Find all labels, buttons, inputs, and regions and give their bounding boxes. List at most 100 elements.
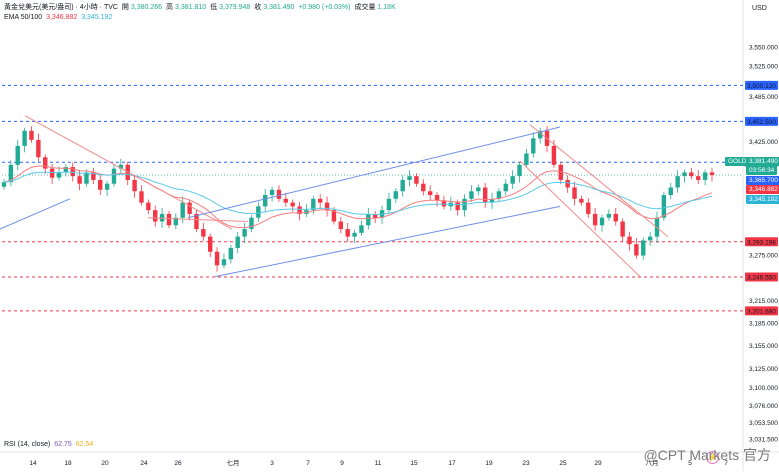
candle-body (641, 240, 646, 256)
x-tick-label: 15 (410, 460, 418, 467)
price-level-label: 3,201.680 (747, 308, 776, 315)
volume-label: 成交量 (354, 4, 376, 11)
rsi-legend[interactable]: RSI (14, close) 62.75 62.54 (4, 440, 95, 449)
candle-body (249, 217, 254, 230)
countdown-tag: 03:56:34 (746, 166, 778, 175)
candle-body (661, 195, 667, 218)
watermark: @CPT Markets 官方 (643, 447, 771, 463)
candle-body (263, 195, 268, 207)
x-tick-label: 18 (64, 460, 72, 467)
rsi-value-2: 62.54 (75, 441, 94, 448)
candle-body (180, 202, 185, 218)
candle-body (503, 183, 508, 192)
candle-body (565, 179, 570, 188)
ema100-line (3, 171, 713, 216)
ema-label: EMA 50/100 (4, 14, 43, 21)
candle-body (111, 168, 117, 184)
y-tick-label: 3,076.000 (749, 403, 778, 410)
candle-body (269, 189, 275, 196)
candle-body (194, 213, 199, 230)
candle-body (572, 187, 577, 199)
x-tick-label: 9 (340, 460, 344, 467)
x-tick-label: 26 (174, 460, 182, 467)
candle-body (455, 202, 460, 211)
y-tick-label: 3,100.000 (749, 385, 778, 392)
candle-body (524, 153, 529, 165)
x-tick-label: 八月 (646, 459, 659, 467)
candle-body (386, 198, 392, 211)
symbol-title: 黃金兌美元(美元/盎司) · 4小時 · TVC (4, 4, 118, 11)
candle-body (49, 168, 55, 178)
ema50-line (3, 165, 713, 229)
right-downtrend-upper (529, 124, 669, 237)
candle-body (620, 221, 625, 237)
candle-body (242, 229, 247, 237)
candle-body (476, 187, 481, 192)
ema-legend[interactable]: EMA 50/100 3,346.882 3,345.192 (4, 13, 114, 22)
candle-body (613, 213, 618, 222)
candle-body (427, 191, 433, 196)
candle-body (84, 172, 89, 184)
high-value: 3,381.810 (175, 4, 207, 11)
y-tick-label: 3,425.000 (749, 139, 778, 146)
price-level-tag (745, 237, 778, 247)
high-label: 高 (166, 4, 174, 11)
change-value: +0.980 (+0.03%) (298, 4, 351, 11)
candle-body (208, 236, 213, 252)
downtrend-channel-lower (147, 217, 249, 222)
candle-body (8, 164, 14, 183)
open-label: 開 (121, 4, 129, 11)
candle-body (173, 217, 179, 226)
candle-body (407, 176, 412, 180)
candle-body (317, 198, 323, 203)
candle-body (586, 202, 591, 214)
candle-body (352, 232, 357, 237)
y-tick-label: 3,215.000 (749, 298, 778, 305)
x-tick-label: 3 (270, 460, 274, 467)
price-level-tag (745, 272, 778, 282)
candle-body (331, 210, 337, 222)
low-value: 3,379.948 (219, 4, 251, 11)
candle-body (256, 206, 261, 218)
candle-body (221, 259, 227, 266)
candle-body (56, 172, 62, 178)
candle-body (682, 172, 687, 177)
candle-body (290, 202, 295, 207)
x-tick-label: 25 (559, 460, 567, 467)
price-level-tag (745, 80, 778, 90)
candle-body (324, 202, 330, 211)
ema100-price-tag: 3,345.192 (746, 195, 779, 204)
candle-body (36, 139, 41, 158)
candle-body (70, 167, 75, 177)
low-label: 低 (210, 4, 218, 11)
candle-body (400, 179, 405, 192)
candle-body (421, 183, 426, 192)
candle-body (166, 213, 172, 226)
candle-body (696, 176, 701, 180)
currency-label: USD (752, 5, 767, 12)
x-tick-label: 7 (724, 460, 728, 467)
candle-body (599, 217, 605, 226)
candle-body (276, 189, 282, 199)
y-tick-label: 3,031.500 (749, 437, 778, 444)
uptrend-channel-upper (187, 126, 561, 219)
candle-body (558, 164, 563, 180)
candle-body (91, 172, 96, 180)
y-tick-label: 3,125.000 (749, 366, 778, 373)
candle-body (146, 202, 151, 211)
y-tick-label: 3,053.500 (749, 420, 778, 427)
candle-body (579, 198, 584, 203)
rsi-label: RSI (14, close) (4, 441, 51, 448)
candle-body (537, 130, 543, 139)
x-tick-label: 11 (375, 460, 382, 467)
lightning-icon[interactable]: ⚡ (706, 451, 719, 464)
price-level-label: 3,293.198 (747, 239, 776, 246)
x-tick-label: 19 (485, 460, 493, 467)
price-level-label: 3,452.500 (747, 119, 776, 126)
x-tick-label: 23 (522, 460, 530, 467)
candle-body (510, 176, 515, 184)
candle-body (689, 172, 694, 177)
candle-body (531, 138, 536, 154)
